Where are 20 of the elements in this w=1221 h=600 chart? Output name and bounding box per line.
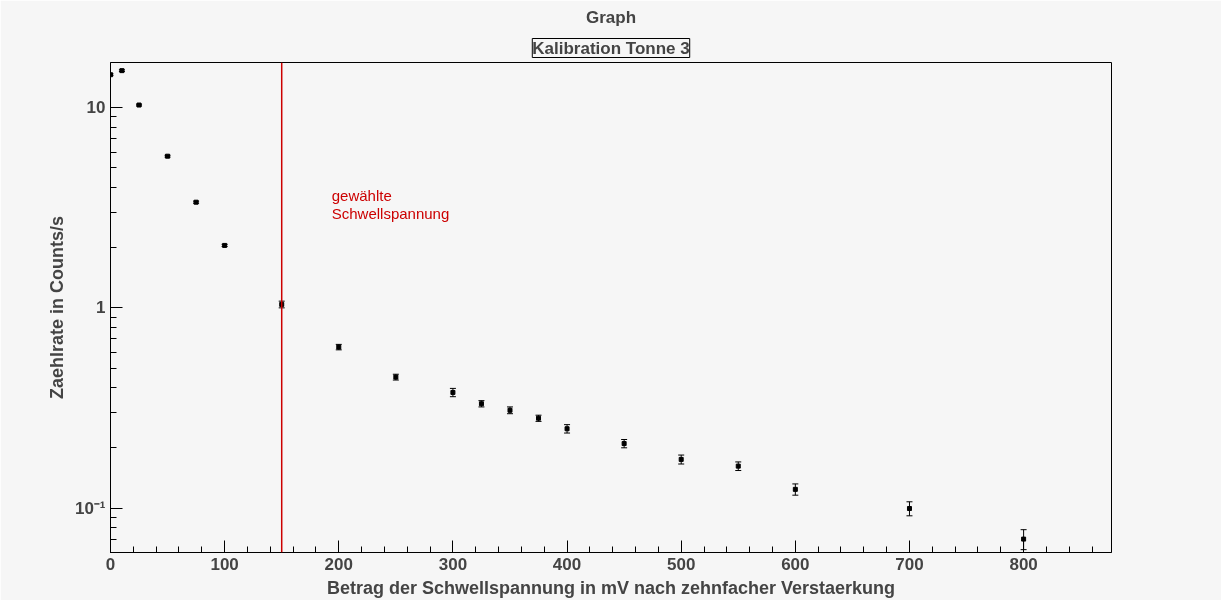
x-tick-label: 300 [438, 554, 468, 574]
x-tick-label: 400 [552, 554, 582, 574]
x-tick-label: 800 [1009, 554, 1038, 574]
x-axis-title: Betrag der Schwellspannung in mV nach zehnfacher Verstaerkung [326, 577, 896, 598]
y-tick-label: 10⁻¹ [74, 498, 106, 518]
y-axis-title: Zaehlrate in Counts/s [46, 215, 67, 400]
x-tick-label: 0 [105, 554, 116, 574]
x-tick-label: 200 [324, 554, 353, 574]
y-tick-label: 1 [96, 298, 106, 318]
point [1021, 536, 1027, 542]
x-tick-label: 600 [781, 554, 810, 574]
ref-line-label: gewählte Schwellspannung [331, 186, 450, 223]
chart-subtitle: Kalibration Tonne 3 [532, 38, 690, 58]
y-tick-label: 10 [86, 98, 106, 118]
point [906, 506, 912, 512]
point [792, 486, 798, 492]
x-tick-label: 500 [667, 554, 696, 574]
x-tick-label: 100 [210, 554, 239, 574]
chart-title: Graph [585, 7, 637, 27]
x-tick-label: 700 [895, 554, 924, 574]
